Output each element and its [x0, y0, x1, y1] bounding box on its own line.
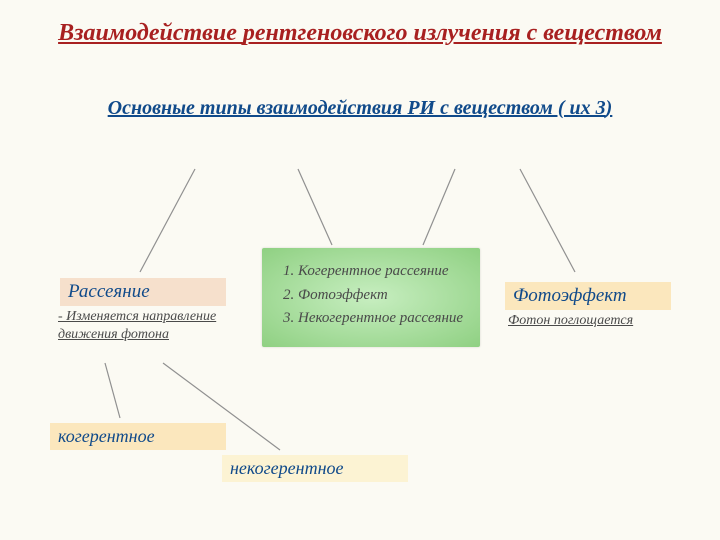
scattering-note: - Изменяется направление движения фотона [58, 308, 228, 343]
box-scattering: Рассеяние [60, 278, 226, 306]
box-coherent-label: когерентное [58, 426, 155, 446]
box-incoherent: некогерентное [222, 455, 408, 482]
center-item-1: Когерентное рассеяние [298, 262, 466, 282]
subtitle-count: их 3 [570, 97, 606, 119]
subtitle: Основные типы взаимодействия РИ с вещест… [0, 95, 720, 121]
title-part-a: Взаимодействие [58, 20, 243, 46]
box-scattering-label: Рассеяние [68, 281, 150, 302]
center-list-box: Когерентное рассеяние Фотоэффект Некогер… [262, 248, 480, 347]
center-item-2: Фотоэффект [298, 286, 466, 306]
subtitle-prefix: Основные типы взаимодействия РИ с вещест… [108, 97, 570, 119]
center-list: Когерентное рассеяние Фотоэффект Некогер… [276, 262, 466, 329]
box-coherent: когерентное [50, 423, 226, 450]
box-incoherent-label: некогерентное [230, 458, 344, 478]
box-photoeffect-label: Фотоэффект [513, 285, 627, 306]
page-title: Взаимодействие рентгеновского излучения … [0, 18, 720, 48]
box-photoeffect: Фотоэффект [505, 282, 671, 310]
title-part-c: излучения с веществом [408, 20, 662, 46]
slide: Взаимодействие рентгеновского излучения … [0, 0, 720, 540]
center-item-3: Некогерентное рассеяние [298, 309, 466, 329]
subtitle-suffix: ) [606, 97, 613, 119]
photoeffect-note: Фотон поглощается [508, 312, 688, 330]
title-part-b: рентгеновского [243, 20, 408, 46]
